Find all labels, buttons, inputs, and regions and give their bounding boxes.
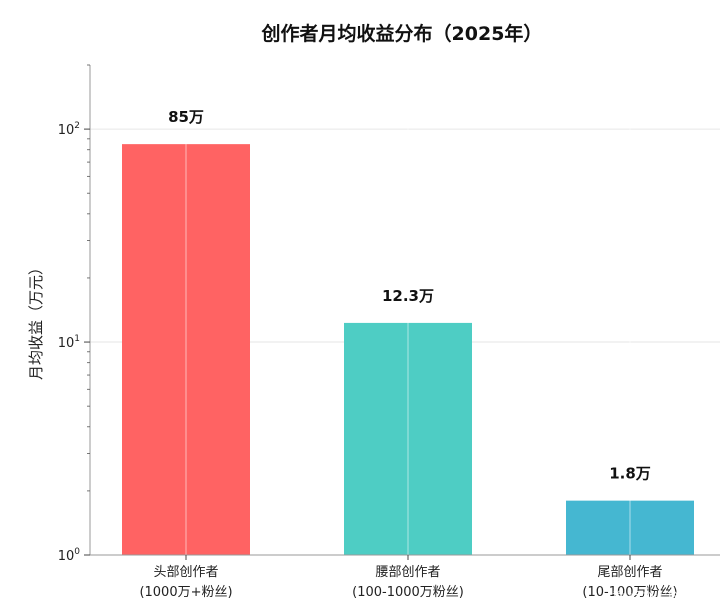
watermark: 数据杂记论 xyxy=(612,589,687,607)
y-tick-label: 102 xyxy=(58,121,80,138)
x-tick-sublabel: (100-1000万粉丝) xyxy=(352,585,464,600)
axis-layer: 100 101 102 xyxy=(58,64,720,564)
x-tick-label: 尾部创作者 xyxy=(597,565,662,580)
chart-title: 创作者月均收益分布（2025年） xyxy=(261,22,543,45)
vertical-grid-layer xyxy=(185,65,631,555)
y-tick-label: 100 xyxy=(58,547,81,564)
x-tick-label: 腰部创作者 xyxy=(375,565,440,580)
data-label: 85万 xyxy=(168,108,204,126)
y-tick-label: 101 xyxy=(58,334,80,351)
x-tick-sublabel: (10-100万粉丝) xyxy=(582,585,677,600)
x-tick-label: 头部创作者 xyxy=(153,565,218,580)
x-tick-sublabel: (1000万+粉丝) xyxy=(139,585,232,600)
y-axis-label: 月均收益（万元） xyxy=(27,260,45,380)
data-label: 1.8万 xyxy=(609,465,651,483)
labels-layer: 头部创作者 (1000万+粉丝) 腰部创作者 (100-1000万粉丝) 尾部创作者 (1… xyxy=(139,108,677,600)
data-label: 12.3万 xyxy=(382,287,434,305)
